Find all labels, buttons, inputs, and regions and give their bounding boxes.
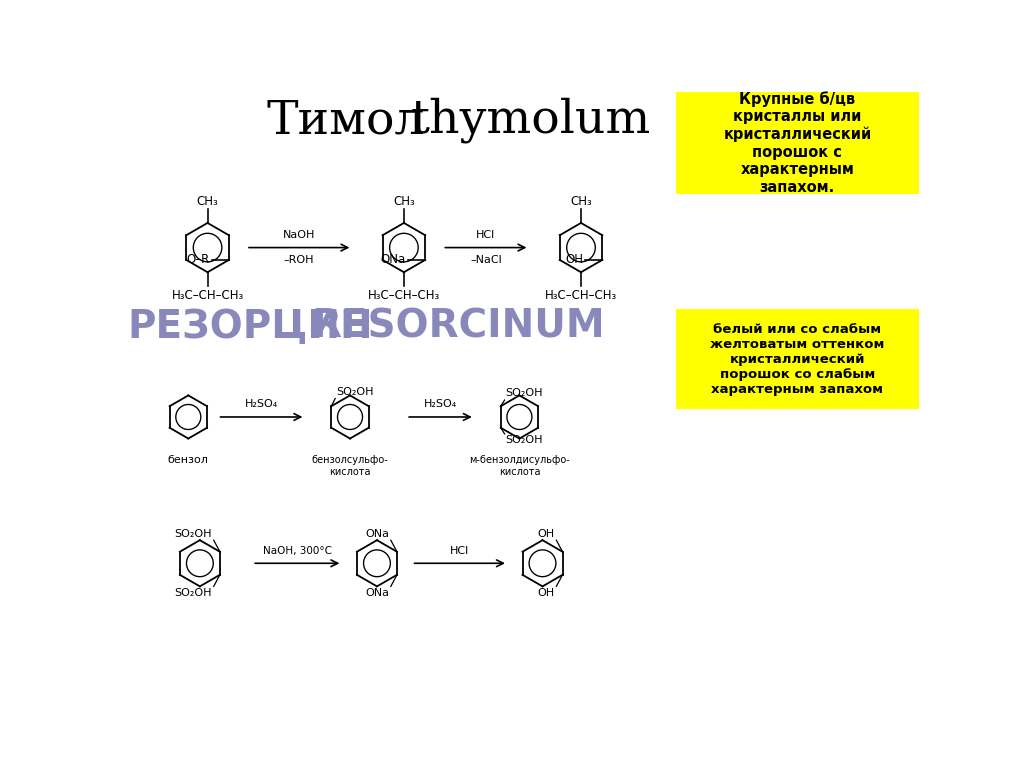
Text: SO₂OH: SO₂OH [336,387,374,397]
Text: OH: OH [538,528,555,538]
Text: O–R: O–R [186,253,210,266]
Text: SO₂OH: SO₂OH [175,528,212,538]
Text: NaOH, 300°C: NaOH, 300°C [263,545,332,555]
Text: Тимол: Тимол [267,98,425,143]
Text: ONa: ONa [366,528,389,538]
Bar [676,309,920,410]
Text: RESORCINUM: RESORCINUM [311,308,604,346]
Text: thymolum: thymolum [411,97,651,143]
Text: CH₃: CH₃ [197,195,218,208]
Text: HCl: HCl [451,545,469,555]
Text: ONa: ONa [381,253,406,266]
Text: H₃C–CH–CH₃: H₃C–CH–CH₃ [368,289,440,302]
Text: SO₂OH: SO₂OH [175,588,212,598]
Text: CH₃: CH₃ [393,195,415,208]
Text: –ROH: –ROH [284,255,314,265]
Text: Крупные б/цв
кристаллы или
кристаллический
порошок с
характерным
запахом.: Крупные б/цв кристаллы или кристаллическ… [723,91,871,195]
Text: OH: OH [538,588,555,598]
Text: –NaCl: –NaCl [470,255,502,265]
Text: белый или со слабым
желтоватым оттенком
кристаллический
порошок со слабым
характ: белый или со слабым желтоватым оттенком … [711,323,885,396]
Text: OH: OH [565,253,583,266]
Text: ONa: ONa [366,588,389,598]
Text: CH₃: CH₃ [570,195,592,208]
Text: м-бензолдисульфо-
кислота: м-бензолдисульфо- кислота [469,456,569,477]
Bar [676,92,920,194]
Text: H₂SO₄: H₂SO₄ [245,400,279,410]
Text: бензолсульфо-
кислота: бензолсульфо- кислота [311,456,388,477]
Text: H₃C–CH–CH₃: H₃C–CH–CH₃ [545,289,617,302]
Text: РЕЗОРЦИН: РЕЗОРЦИН [127,308,373,346]
Text: SO₂OH: SO₂OH [506,436,543,446]
Text: H₃C–CH–CH₃: H₃C–CH–CH₃ [171,289,244,302]
Text: SO₂OH: SO₂OH [506,389,543,399]
Text: HCl: HCl [476,230,496,240]
Text: H₂SO₄: H₂SO₄ [424,400,457,410]
Text: NaOH: NaOH [283,230,315,240]
Text: бензол: бензол [168,456,209,466]
